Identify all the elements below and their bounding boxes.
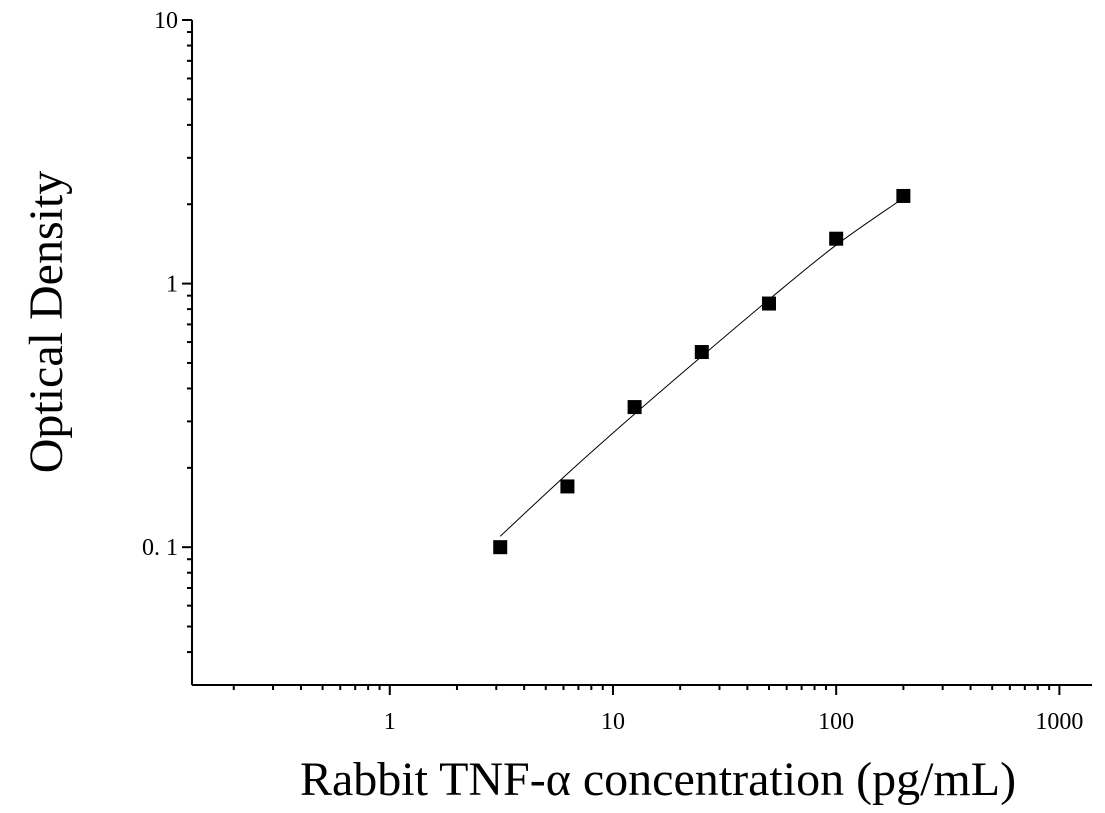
y-tick-label: 0. 1 <box>142 535 178 561</box>
axes <box>191 20 1092 686</box>
x-axis-title: Rabbit TNF-α concentration (pg/mL) <box>300 753 1016 806</box>
y-tick-label: 10 <box>154 8 178 34</box>
y-axis-title: Optical Density <box>20 171 73 474</box>
data-point <box>829 231 844 246</box>
data-point <box>627 400 642 415</box>
x-tick-label: 10 <box>601 709 625 735</box>
data-point <box>896 188 911 203</box>
x-tick-label: 1 <box>384 709 396 735</box>
x-tick-label: 1000 <box>1035 709 1083 735</box>
data-point <box>694 345 709 360</box>
data-points <box>493 188 911 555</box>
x-tick-label: 100 <box>818 709 854 735</box>
ticks: 1 10 100 1000 0. 1 1 10 <box>142 8 1083 735</box>
y-tick-label: 1 <box>166 272 178 298</box>
data-point <box>761 296 776 311</box>
data-point <box>493 540 508 555</box>
data-point <box>560 479 575 494</box>
